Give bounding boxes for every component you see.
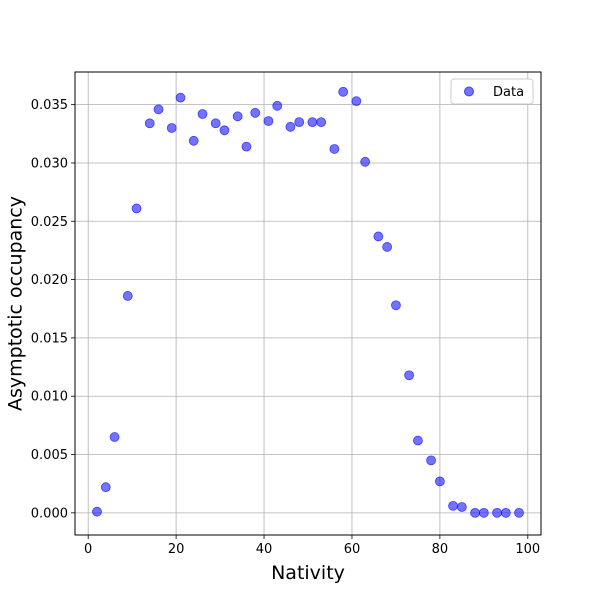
x-tick-label: 60: [344, 542, 361, 557]
data-point: [175, 92, 186, 103]
data-point: [241, 141, 252, 152]
data-point: [131, 203, 142, 214]
data-point: [250, 107, 261, 118]
data-point: [285, 121, 296, 132]
legend-marker: [464, 86, 474, 97]
data-point: [448, 500, 458, 511]
data-point: [263, 116, 274, 126]
data-point: [426, 455, 436, 466]
data-point: [373, 231, 384, 242]
data-point: [360, 156, 371, 167]
data-point: [391, 300, 401, 311]
data-point: [188, 135, 199, 146]
x-tick-label: 100: [515, 542, 540, 557]
data-point: [470, 507, 480, 518]
data-point: [434, 476, 445, 487]
data-point: [500, 507, 511, 518]
y-tick-label: 0.025: [31, 215, 68, 230]
data-point: [144, 118, 155, 129]
x-tick-label: 80: [432, 542, 449, 557]
data-point: [294, 117, 305, 128]
data-point: [382, 242, 393, 252]
y-tick-label: 0.030: [31, 156, 68, 171]
data-point: [338, 86, 349, 97]
data-point: [456, 502, 467, 512]
x-tick-label: 20: [168, 542, 185, 557]
data-point: [100, 482, 111, 493]
y-tick-label: 0.020: [31, 273, 68, 288]
y-tick-label: 0.015: [31, 331, 68, 346]
data-point: [514, 507, 524, 518]
x-tick-label: 40: [256, 542, 273, 557]
legend-label: Data: [493, 85, 524, 100]
data-point: [166, 123, 177, 133]
grid-layer: [75, 72, 541, 535]
data-point: [197, 109, 208, 119]
points-layer: [92, 86, 524, 518]
data-point: [210, 118, 221, 129]
data-point: [351, 96, 362, 107]
y-tick-label: 0.035: [31, 98, 68, 113]
legend: Data: [450, 78, 534, 105]
data-point: [219, 125, 230, 136]
data-point: [316, 117, 327, 128]
y-axis-label: Asymptotic occupancy: [5, 196, 27, 411]
x-axis-label: Nativity: [271, 562, 345, 584]
data-point: [109, 432, 120, 442]
plot-frame: [74, 71, 542, 536]
data-point: [122, 291, 133, 301]
y-tick-label: 0.005: [31, 448, 68, 463]
y-tick-label: 0.010: [31, 390, 68, 405]
data-point: [478, 507, 489, 518]
data-point: [413, 435, 423, 446]
data-point: [404, 370, 415, 381]
data-point: [329, 144, 340, 154]
tick-layer: 0 20 40 60 80 100 0.000 0.005 0.010 0.015 0.020 0.0…: [31, 98, 540, 557]
data-point: [232, 111, 243, 122]
data-point: [272, 100, 283, 111]
data-point: [492, 507, 502, 518]
data-point: [307, 117, 318, 128]
legend-box: [450, 78, 534, 105]
data-point: [153, 104, 164, 115]
x-tick-label: 0: [84, 542, 92, 557]
y-tick-label: 0.000: [31, 506, 68, 521]
data-point: [92, 506, 102, 517]
